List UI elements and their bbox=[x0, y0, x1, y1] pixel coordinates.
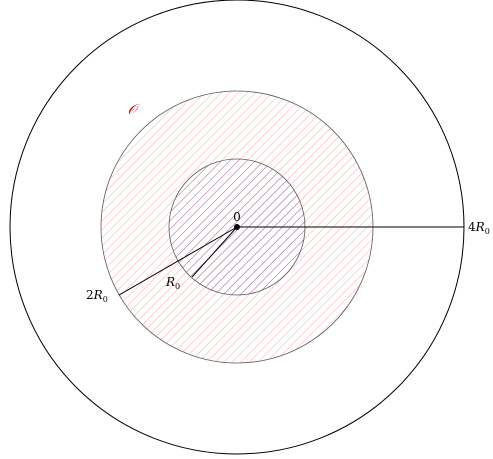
radius-inner-label: R0 bbox=[165, 275, 180, 291]
radius-line-inner bbox=[191, 226, 238, 278]
radius-inner-sym: R bbox=[165, 275, 175, 289]
radius-middle-coef: 2 bbox=[86, 288, 94, 302]
center-label: 0 bbox=[233, 210, 241, 224]
radius-outer-label: 4R0 bbox=[468, 220, 490, 236]
radius-outer-sub: 0 bbox=[485, 227, 490, 236]
radius-inner-sub: 0 bbox=[175, 282, 180, 291]
radius-middle-sub: 0 bbox=[103, 295, 108, 304]
radius-middle-sym: R bbox=[93, 288, 103, 302]
radius-outer-coef: 4 bbox=[468, 220, 476, 234]
region-label: 𝒪 bbox=[128, 102, 140, 118]
radius-line-middle bbox=[118, 226, 238, 296]
radius-outer-sym: R bbox=[475, 220, 485, 234]
radius-middle-label: 2R0 bbox=[86, 288, 108, 304]
center-point bbox=[234, 224, 240, 230]
